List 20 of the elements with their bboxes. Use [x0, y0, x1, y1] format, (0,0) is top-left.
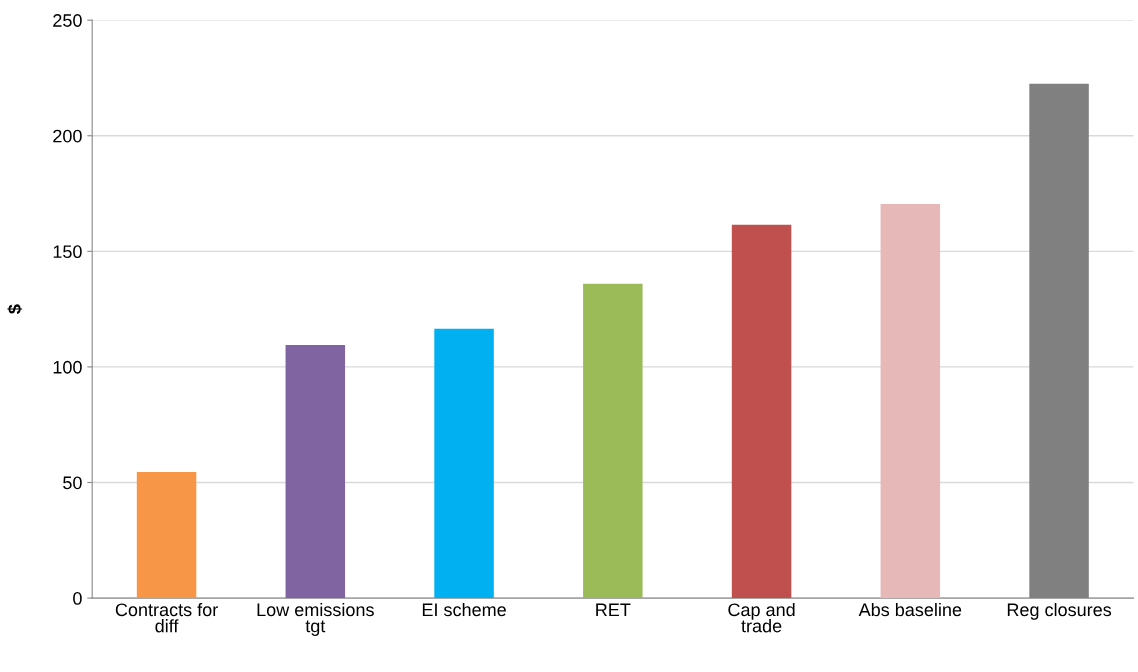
bar: [285, 344, 346, 599]
y-axis-title: $: [7, 304, 23, 314]
x-tick-label: Reg closures: [1007, 602, 1112, 620]
bar: [583, 283, 643, 599]
x-tick-label: Cap and trade: [728, 602, 795, 633]
y-tick-label: 0: [73, 592, 82, 605]
bar: [880, 203, 941, 599]
bar: [434, 328, 494, 599]
bar: [731, 224, 792, 599]
x-tick-label: Abs baseline: [858, 602, 962, 617]
x-tick-label: Low emissions tgt: [257, 602, 374, 636]
x-tick-label: EI scheme: [422, 602, 506, 617]
bar: [136, 472, 197, 599]
x-tick-label: RET: [596, 603, 631, 617]
x-tick-label: Contracts for diff: [115, 602, 218, 633]
y-tick-label: 100: [53, 360, 82, 374]
y-tick-label: 150: [53, 245, 82, 259]
y-tick-label: 200: [53, 129, 82, 143]
y-tick-label: 250: [53, 14, 82, 27]
y-tick-label: 50: [63, 476, 82, 490]
